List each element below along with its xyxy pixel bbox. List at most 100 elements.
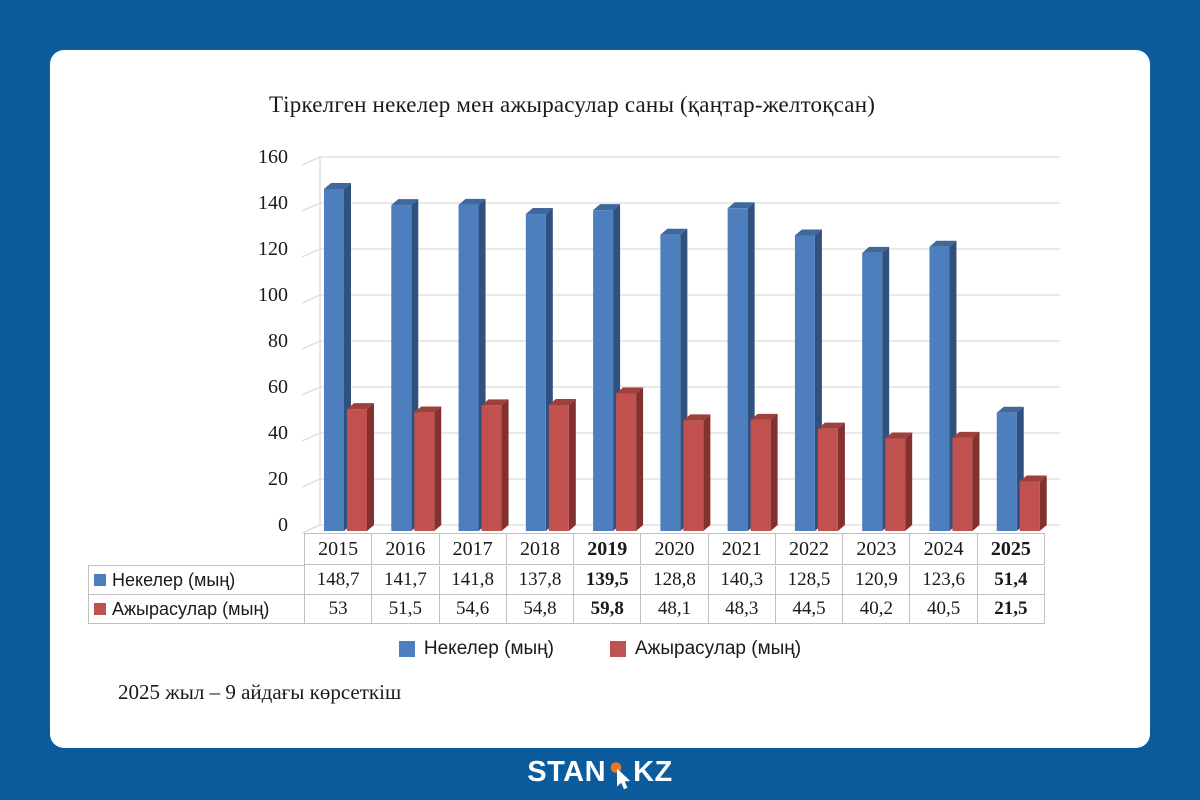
value-cell: 137,8 (506, 566, 575, 595)
y-axis-tick-label: 120 (258, 238, 288, 260)
bar-front-face (817, 428, 838, 531)
bar-top-face (481, 399, 509, 406)
bar-top-face (952, 431, 980, 438)
value-cell: 123,6 (910, 566, 978, 595)
bar-front-face (660, 234, 681, 531)
series-marker-icon (94, 574, 106, 586)
bar-top-face (525, 208, 553, 215)
value-cell: 48,1 (641, 595, 709, 624)
value-cell: 51,5 (372, 595, 440, 624)
value-cell: 48,3 (708, 595, 776, 624)
bar-side-face (367, 403, 374, 531)
bar-front-face (862, 252, 883, 531)
bar-top-face (1019, 475, 1047, 482)
year-cell: 2016 (372, 533, 440, 565)
bar-top-face (683, 414, 711, 421)
bar-marriages-2024 (929, 240, 957, 531)
bar-front-face (593, 210, 614, 531)
bar-divorces-2025 (1019, 475, 1047, 531)
year-cell: 2019 (574, 533, 642, 565)
bar-front-face (794, 235, 815, 531)
bar-top-face (660, 228, 688, 235)
bar-side-face (703, 414, 711, 531)
y-axis-tick-label: 100 (258, 284, 288, 306)
bar-side-face (636, 387, 644, 531)
bar-side-face (501, 399, 509, 531)
bar-front-face (481, 405, 502, 531)
bar-top-face (391, 199, 419, 206)
y-axis-tick-label: 20 (268, 468, 288, 490)
value-cell: 148,7 (305, 566, 373, 595)
value-cell: 141,8 (439, 566, 507, 595)
bar-side-face (905, 432, 913, 531)
series-name-label: Ажырасулар (мың) (112, 598, 270, 619)
value-cell: 59,8 (574, 595, 642, 624)
legend-item: Ажырасулар (мың) (610, 638, 801, 660)
bar-top-face (996, 406, 1024, 413)
table-corner-cell (88, 533, 305, 566)
bar-front-face (458, 204, 479, 532)
legend-label: Некелер (мың) (423, 638, 554, 659)
bar-side-face (770, 413, 778, 531)
bar-front-face (347, 409, 367, 531)
value-cell: 53 (305, 595, 373, 624)
chart-title: Тіркелген некелер мен ажырасулар саны (қ… (268, 92, 876, 117)
bar-divorces-2021 (750, 413, 778, 531)
bar-front-face (1019, 481, 1040, 531)
series-name-label: Некелер (мың) (112, 569, 236, 590)
bar-marriages-2019 (593, 204, 621, 531)
bar-front-face (683, 420, 704, 531)
bar-side-face (972, 431, 980, 531)
bar-front-face (324, 188, 344, 532)
bar-side-face (837, 422, 845, 531)
bar-front-face (525, 214, 546, 531)
bar-marriages-2021 (727, 202, 755, 531)
bar-side-face (434, 406, 442, 531)
value-cell: 54,6 (439, 595, 507, 624)
value-cell: 54,8 (506, 595, 575, 624)
value-cell: 21,5 (977, 595, 1045, 624)
value-cell: 40,5 (910, 595, 978, 624)
bar-top-face (727, 202, 755, 209)
bar-divorces-2024 (952, 431, 980, 531)
bar-side-face (1039, 475, 1047, 531)
logo-text-stan: STAN (527, 755, 607, 788)
year-cell: 2020 (641, 533, 709, 565)
bar-top-face (616, 387, 644, 394)
y-axis-tick-label: 0 (278, 514, 288, 536)
bar-front-face (727, 208, 748, 531)
bar-front-face (548, 404, 569, 531)
bar-divorces-2018 (548, 398, 576, 531)
bar-marriages-2023 (862, 246, 890, 531)
bar-front-face (616, 393, 637, 531)
bar-divorces-2015 (347, 403, 374, 531)
bar-top-face (929, 240, 957, 247)
bar-divorces-2022 (817, 422, 845, 531)
value-cell: 128,8 (641, 566, 709, 595)
value-cell: 141,7 (372, 566, 440, 595)
bar-divorces-2016 (414, 406, 442, 531)
bar-marriages-2025 (996, 406, 1024, 531)
infographic-card: Тіркелген некелер мен ажырасулар саны (қ… (50, 50, 1150, 748)
bar-top-face (862, 246, 890, 253)
value-cell: 120,9 (843, 566, 911, 595)
bar-top-face (794, 229, 822, 236)
legend-swatch-icon (398, 641, 415, 657)
table-row-header: Ажырасулар (мың) (88, 595, 305, 624)
legend-swatch-icon (610, 641, 626, 657)
legend-label: Ажырасулар (мың) (635, 638, 802, 659)
y-axis-tick-label: 140 (258, 192, 288, 214)
bar-marriages-2015 (324, 182, 351, 532)
gridline (301, 156, 1060, 166)
y-axis-tick-label: 60 (268, 376, 288, 398)
year-cell: 2018 (506, 533, 575, 565)
year-cell: 2024 (910, 533, 978, 565)
bar-top-face (593, 204, 621, 211)
year-cell: 2017 (439, 533, 507, 565)
bar-divorces-2017 (481, 399, 509, 531)
cursor-icon (610, 762, 631, 790)
bar-marriages-2018 (525, 208, 553, 531)
stankz-logo: STAN KZ (0, 752, 1200, 792)
bar-divorces-2020 (683, 414, 711, 531)
